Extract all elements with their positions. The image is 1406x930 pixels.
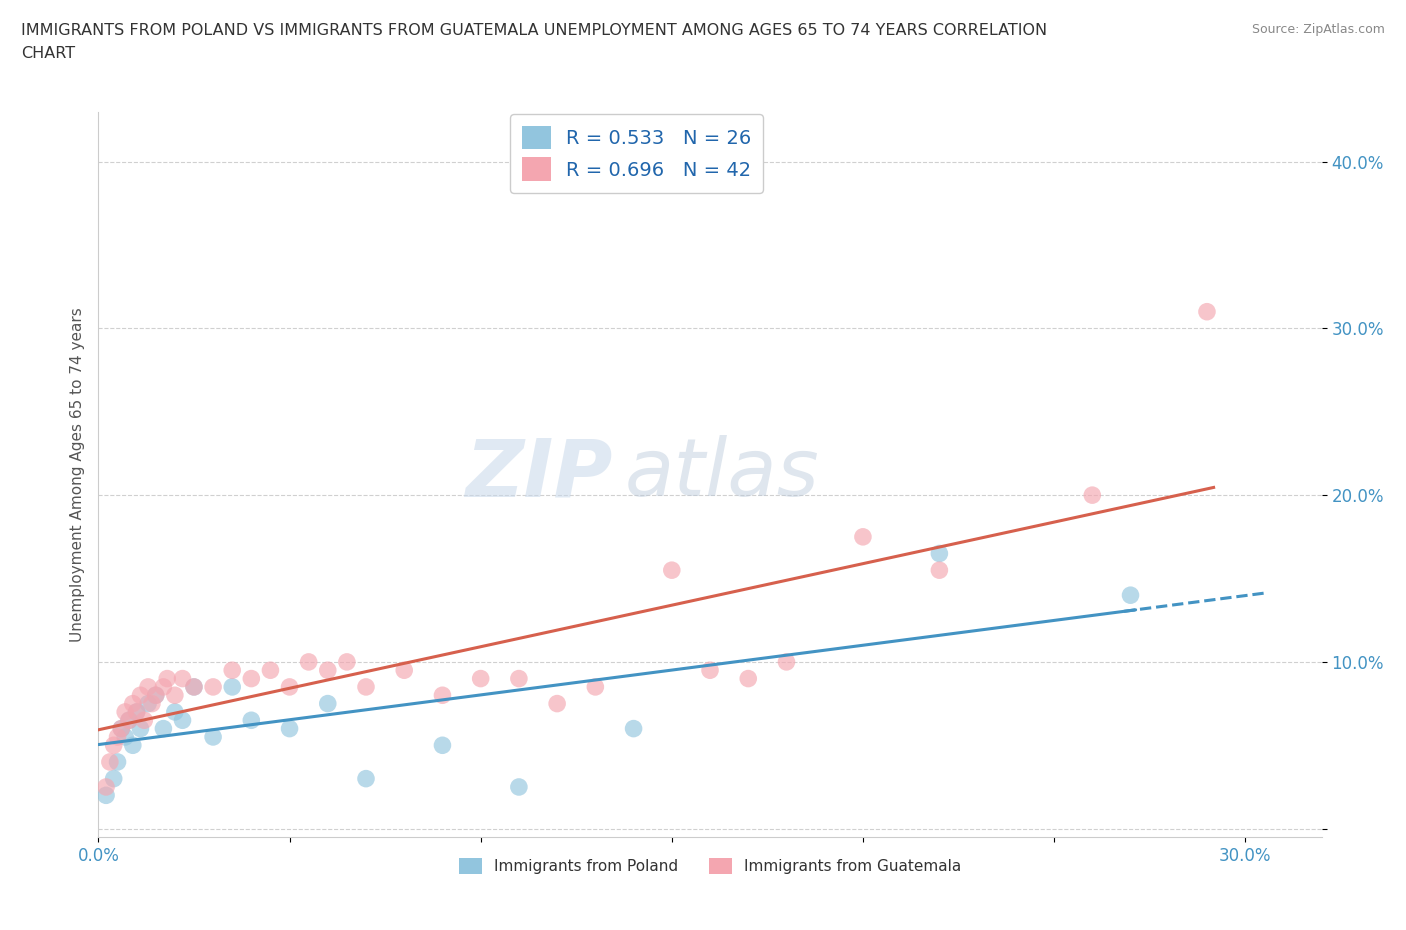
Point [1195, 304, 1218, 319]
Point [661, 563, 683, 578]
Point [508, 671, 530, 686]
Point [432, 737, 454, 752]
Point [508, 779, 530, 794]
Point [470, 671, 492, 686]
Point [107, 754, 129, 769]
Point [392, 663, 416, 678]
Point [202, 729, 225, 744]
Point [172, 671, 194, 686]
Point [107, 729, 129, 744]
Point [221, 663, 243, 678]
Point [240, 671, 263, 686]
Point [278, 680, 301, 695]
Point [134, 712, 156, 727]
Point [298, 655, 321, 670]
Point [316, 697, 339, 711]
Point [163, 705, 186, 720]
Point [121, 737, 143, 752]
Text: Source: ZipAtlas.com: Source: ZipAtlas.com [1251, 23, 1385, 36]
Point [94, 779, 117, 794]
Point [121, 697, 143, 711]
Point [432, 688, 454, 703]
Point [354, 680, 377, 695]
Point [852, 529, 875, 544]
Point [259, 663, 281, 678]
Point [141, 697, 163, 711]
Point [354, 771, 377, 786]
Point [136, 680, 159, 695]
Point [1119, 588, 1142, 603]
Point [163, 688, 186, 703]
Point [145, 688, 167, 703]
Point [103, 737, 125, 752]
Point [1081, 487, 1104, 502]
Point [928, 546, 950, 561]
Point [316, 663, 339, 678]
Point [156, 671, 179, 686]
Point [129, 688, 152, 703]
Point [98, 754, 121, 769]
Point [699, 663, 721, 678]
Point [183, 680, 205, 695]
Point [737, 671, 759, 686]
Point [152, 680, 174, 695]
Point [114, 705, 136, 720]
Point [278, 721, 301, 736]
Point [110, 721, 132, 736]
Point [136, 697, 159, 711]
Point [240, 712, 263, 727]
Point [125, 705, 148, 720]
Y-axis label: Unemployment Among Ages 65 to 74 years: Unemployment Among Ages 65 to 74 years [69, 307, 84, 642]
Point [118, 712, 141, 727]
Legend: Immigrants from Poland, Immigrants from Guatemala: Immigrants from Poland, Immigrants from … [453, 852, 967, 880]
Point [221, 680, 243, 695]
Point [172, 712, 194, 727]
Text: atlas: atlas [624, 435, 820, 513]
Point [129, 721, 152, 736]
Point [114, 729, 136, 744]
Point [103, 771, 125, 786]
Point [928, 563, 950, 578]
Point [202, 680, 225, 695]
Point [583, 680, 606, 695]
Point [152, 721, 174, 736]
Point [125, 705, 148, 720]
Point [145, 688, 167, 703]
Point [546, 697, 568, 711]
Point [94, 788, 117, 803]
Text: ZIP: ZIP [465, 435, 612, 513]
Point [110, 721, 132, 736]
Text: IMMIGRANTS FROM POLAND VS IMMIGRANTS FROM GUATEMALA UNEMPLOYMENT AMONG AGES 65 T: IMMIGRANTS FROM POLAND VS IMMIGRANTS FRO… [21, 23, 1047, 38]
Point [118, 712, 141, 727]
Point [623, 721, 645, 736]
Text: CHART: CHART [21, 46, 75, 61]
Point [336, 655, 359, 670]
Point [775, 655, 797, 670]
Point [183, 680, 205, 695]
